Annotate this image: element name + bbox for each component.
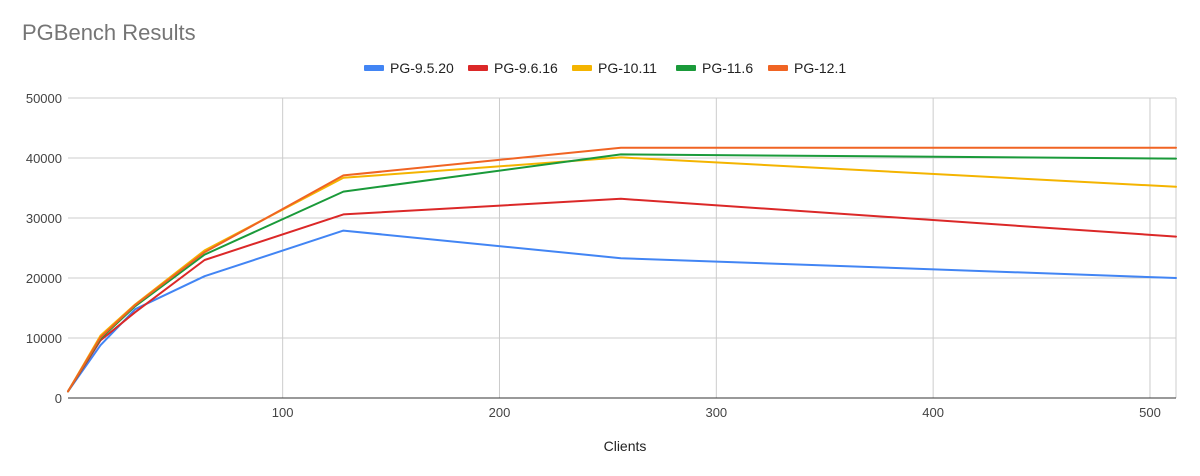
y-tick-label: 50000 (26, 91, 62, 106)
series-line-pg-9-5-20 (67, 229, 1177, 393)
legend-label: PG-11.6 (702, 60, 753, 76)
y-tick-label: 40000 (26, 151, 62, 166)
chart-title: PGBench Results (22, 20, 196, 45)
legend-swatch (676, 65, 696, 71)
series-line-pg-9-6-16 (67, 197, 1177, 393)
y-tick-label: 30000 (26, 211, 62, 226)
legend-swatch (572, 65, 592, 71)
x-axis-title: Clients (604, 438, 647, 454)
legend-swatch (768, 65, 788, 71)
x-tick-label: 100 (272, 405, 294, 420)
legend-swatch (364, 65, 384, 71)
legend-label: PG-10.11 (598, 60, 657, 76)
x-tick-label: 500 (1139, 405, 1161, 420)
y-tick-label: 10000 (26, 331, 62, 346)
series-line-pg-10-11 (67, 156, 1177, 393)
x-tick-label: 300 (705, 405, 727, 420)
legend-label: PG-9.5.20 (390, 60, 454, 76)
x-tick-label: 400 (922, 405, 944, 420)
legend-label: PG-9.6.16 (494, 60, 558, 76)
y-tick-label: 0 (55, 391, 62, 406)
x-tick-label: 200 (489, 405, 511, 420)
legend-label: PG-12.1 (794, 60, 846, 76)
legend-swatch (468, 65, 488, 71)
y-tick-label: 20000 (26, 271, 62, 286)
series-line-pg-12-1 (67, 146, 1177, 393)
